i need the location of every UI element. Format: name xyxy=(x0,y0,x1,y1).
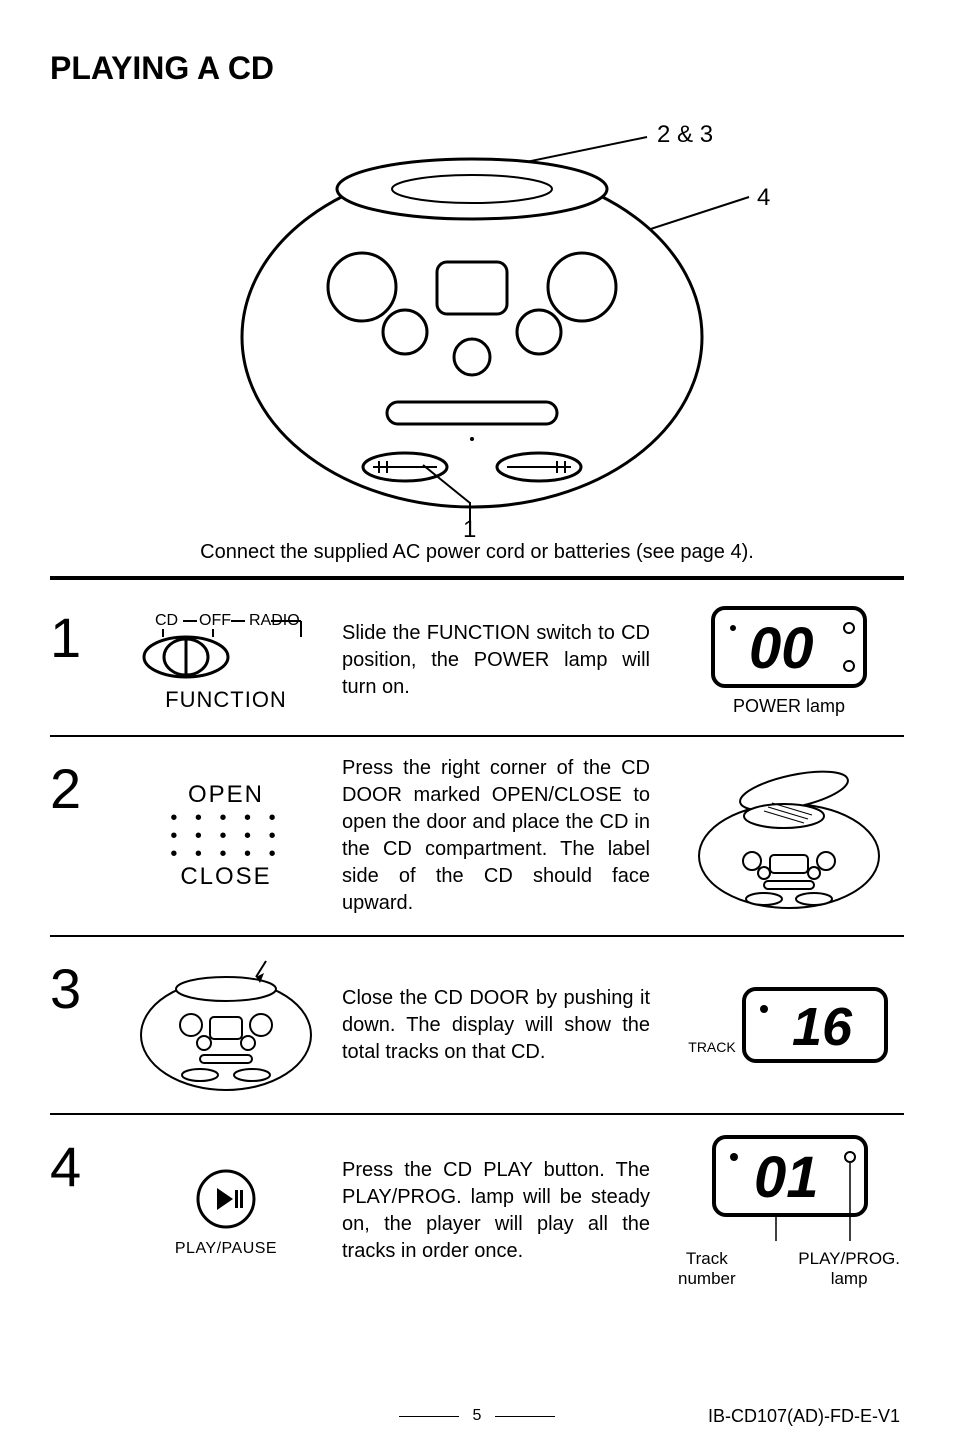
step-4-right: 01 Track number PLAY/PROG. lamp xyxy=(674,1133,904,1289)
step-number: 4 xyxy=(50,1133,110,1195)
page-number: 5 xyxy=(473,1407,482,1425)
track-caption-a: Track xyxy=(678,1249,736,1269)
playprog-caption-a: PLAY/PROG. xyxy=(798,1249,900,1269)
step-number: 2 xyxy=(50,755,110,817)
function-label: FUNCTION xyxy=(165,687,287,713)
function-switch-icon: CD OFF RADIO xyxy=(141,609,311,679)
callout-2-3: 2 & 3 xyxy=(657,121,713,148)
svg-text:16: 16 xyxy=(792,997,853,1057)
foot-left xyxy=(363,453,447,481)
track-label: TRACK xyxy=(688,1039,735,1055)
svg-text:01: 01 xyxy=(754,1145,819,1210)
boombox-open-icon xyxy=(694,761,884,911)
display-00-icon: 00 xyxy=(709,604,869,690)
callout-1: 1 xyxy=(463,516,476,537)
footer-rule-left xyxy=(399,1416,459,1417)
step-1: 1 CD OFF RADIO FUNCTION Slide the FUNCTI… xyxy=(50,586,904,737)
hero-caption: Connect the supplied AC power cord or ba… xyxy=(200,541,754,564)
boombox-close-icon xyxy=(136,955,316,1095)
divider-top xyxy=(50,576,904,580)
step-4-icon: PLAY/PAUSE xyxy=(126,1164,326,1258)
step-3: 3 Close the CD DOOR by pushing it down. … xyxy=(50,937,904,1115)
play-pause-label: PLAY/PAUSE xyxy=(175,1240,277,1258)
step-1-right: 00 POWER lamp xyxy=(674,604,904,717)
step-1-icon: CD OFF RADIO FUNCTION xyxy=(126,609,326,713)
callout-4: 4 xyxy=(757,184,770,211)
step-2-text: Press the right corner of the CD DOOR ma… xyxy=(342,755,658,917)
open-label: OPEN xyxy=(188,781,264,809)
step-3-icon xyxy=(126,955,326,1095)
boombox-hero-svg: 2 & 3 4 1 xyxy=(137,107,817,537)
step-3-text: Close the CD DOOR by pushing it down. Th… xyxy=(342,985,658,1066)
footer-rule-right xyxy=(495,1416,555,1417)
step-number: 1 xyxy=(50,604,110,666)
foot-right xyxy=(497,453,581,481)
playprog-caption-b: lamp xyxy=(798,1269,900,1289)
svg-text:OFF: OFF xyxy=(199,612,231,629)
page-footer: 5 IB-CD107(AD)-FD-E-V1 xyxy=(0,1407,954,1425)
svg-text:CD: CD xyxy=(155,612,178,629)
steps-list: 1 CD OFF RADIO FUNCTION Slide the FUNCTI… xyxy=(50,586,904,1307)
svg-text:00: 00 xyxy=(749,616,814,681)
step-1-text: Slide the FUNCTION switch to CD position… xyxy=(342,620,658,701)
step-3-right: TRACK 16 xyxy=(674,985,904,1065)
page-title: PLAYING A CD xyxy=(50,50,904,87)
hero-diagram: 2 & 3 4 1 xyxy=(50,107,904,564)
step-2: 2 OPEN • • • • • • • • • • • • • • • CLO… xyxy=(50,737,904,937)
document-id: IB-CD107(AD)-FD-E-V1 xyxy=(708,1406,900,1427)
step-4-text: Press the CD PLAY button. The PLAY/PROG.… xyxy=(342,1157,658,1265)
power-lamp-label: POWER lamp xyxy=(733,696,845,717)
dots-row: • • • • • xyxy=(170,845,281,863)
play-pause-icon xyxy=(191,1164,261,1234)
display-16-icon: 16 xyxy=(740,985,890,1065)
step-2-icon: OPEN • • • • • • • • • • • • • • • CLOSE xyxy=(126,781,326,891)
track-caption-b: number xyxy=(678,1269,736,1289)
step-number: 3 xyxy=(50,955,110,1017)
step-4: 4 PLAY/PAUSE Press the CD PLAY button. T… xyxy=(50,1115,904,1307)
close-label: CLOSE xyxy=(180,863,271,891)
step-2-right xyxy=(674,761,904,911)
